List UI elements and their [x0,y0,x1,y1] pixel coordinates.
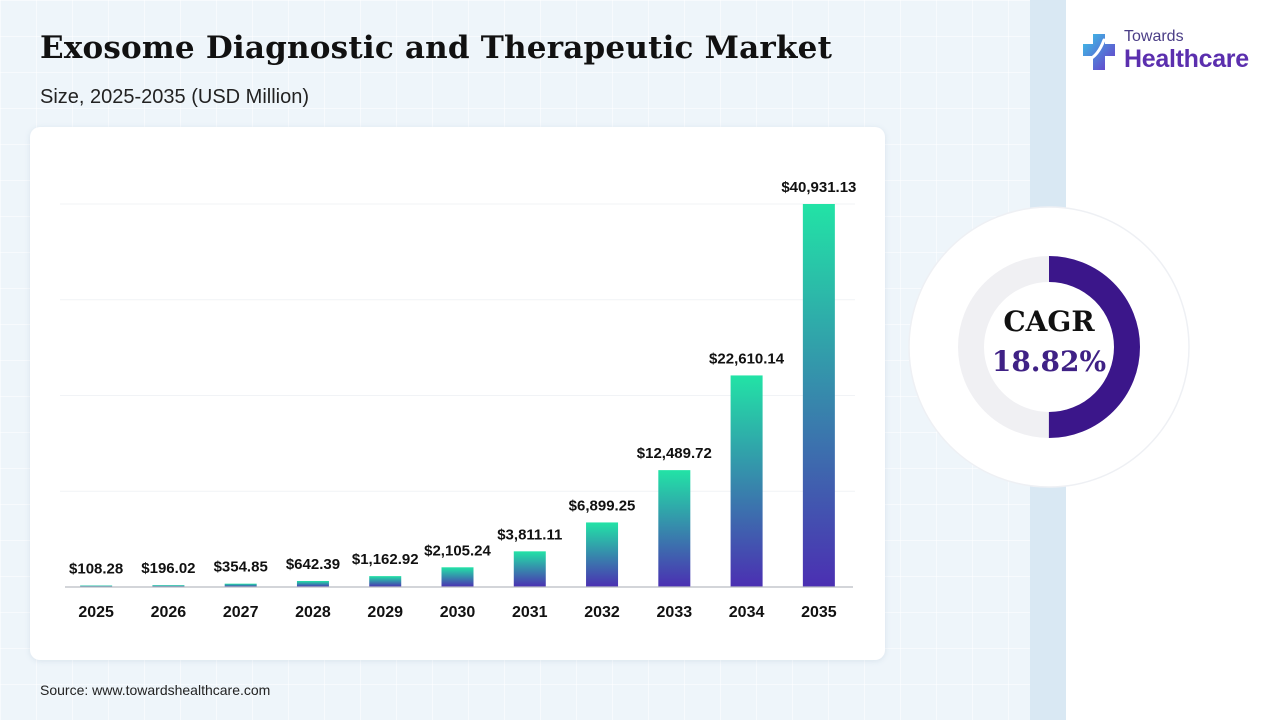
page-title: Exosome Diagnostic and Therapeutic Marke… [40,30,833,66]
bar-2029 [369,576,402,587]
bar-2026 [152,585,185,587]
data-label-2032: $6,899.25 [569,497,636,514]
bar-2027 [224,583,257,587]
logo-text-large: Healthcare [1124,45,1249,73]
donut-outer-disc [908,206,1190,488]
x-tick-label-2027: 2027 [223,604,259,621]
brand-logo: Towards Healthcare [1080,28,1270,78]
source-note: Source: www.towardshealthcare.com [40,682,271,698]
data-label-2035: $40,931.13 [781,179,856,196]
x-tick-label-2035: 2035 [801,604,837,621]
x-tick-label-2026: 2026 [151,604,187,621]
page-subtitle: Size, 2025-2035 (USD Million) [40,86,310,108]
bar-chart: $108.28 2025 $196.02 2026 $354.85 2027 $642.39… [60,179,856,621]
data-label-2033: $12,489.72 [637,445,712,462]
data-label-2034: $22,610.14 [709,350,785,367]
data-label-2027: $354.85 [214,559,268,576]
x-tick-label-2031: 2031 [512,604,548,621]
cagr-ring [908,206,1190,488]
logo-text-small: Towards [1124,28,1184,45]
x-tick-label-2030: 2030 [440,604,476,621]
x-tick-label-2033: 2033 [657,604,693,621]
x-tick-label-2034: 2034 [729,604,765,621]
data-label-2031: $3,811.11 [497,526,562,543]
bar-2032 [586,522,619,587]
bar-2028 [296,580,329,587]
bar-2033 [658,470,691,587]
bar-2035 [802,204,835,587]
cagr-label: CAGR [1003,305,1095,338]
bar-2034 [730,375,763,587]
cagr-donut: CAGR 18.82% [907,205,1191,489]
bar-2030 [441,567,474,587]
chart-card: $108.28 2025 $196.02 2026 $354.85 2027 $642.39… [30,127,885,660]
x-tick-label-2025: 2025 [78,604,114,621]
x-tick-label-2032: 2032 [584,604,620,621]
x-tick-label-2029: 2029 [367,604,403,621]
data-label-2025: $108.28 [69,561,123,578]
bar-2031 [513,551,546,587]
data-label-2026: $196.02 [141,560,195,577]
data-label-2028: $642.39 [286,556,340,573]
x-tick-label-2028: 2028 [295,604,331,621]
medical-cross-icon [1083,34,1115,70]
donut-arc [958,256,1140,438]
data-label-2029: $1,162.92 [352,551,419,568]
data-label-2030: $2,105.24 [424,542,491,559]
cagr-value: 18.82% [991,345,1107,378]
bar-2025 [80,585,113,587]
